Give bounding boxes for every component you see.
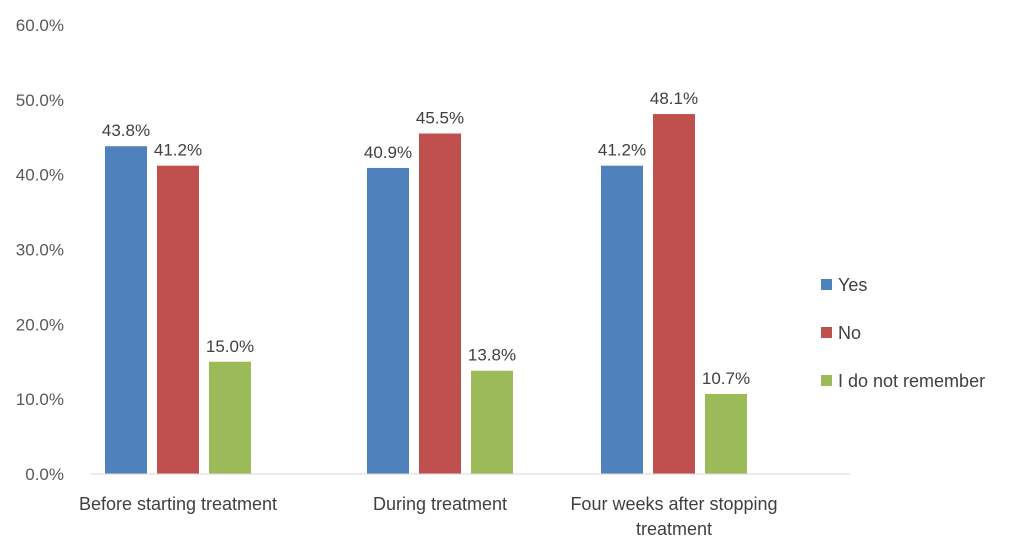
x-tick-label: treatment — [636, 519, 712, 539]
y-axis: 0.0% 10.0% 20.0% 30.0% 40.0% 50.0% 60.0% — [16, 16, 64, 484]
y-tick-label: 50.0% — [16, 91, 64, 110]
data-labels: 43.8% 40.9% 41.2% 41.2% 45.5% 48.1% 15.0% 13.8%… — [102, 89, 750, 388]
legend-swatch — [821, 279, 832, 290]
x-axis: Before starting treatment During treatmen… — [79, 494, 778, 539]
bar-yes — [105, 146, 147, 475]
y-tick-label: 0.0% — [25, 465, 64, 484]
y-tick-label: 30.0% — [16, 241, 64, 260]
legend: Yes No I do not remember — [821, 275, 985, 391]
legend-label: Yes — [838, 275, 867, 295]
data-label: 13.8% — [468, 346, 516, 365]
x-tick-label: During treatment — [373, 494, 507, 514]
data-label: 45.5% — [416, 109, 464, 128]
x-tick-label: Four weeks after stopping — [570, 494, 777, 514]
bars — [105, 114, 747, 475]
y-tick-label: 40.0% — [16, 166, 64, 185]
data-label: 40.9% — [364, 143, 412, 162]
data-label: 43.8% — [102, 121, 150, 140]
data-label: 15.0% — [206, 337, 254, 356]
y-tick-label: 60.0% — [16, 16, 64, 35]
legend-label: No — [838, 323, 861, 343]
bar-i-do-not-remember — [705, 393, 747, 474]
y-tick-label: 20.0% — [16, 315, 64, 334]
bar-yes — [601, 165, 643, 475]
bar-no — [419, 133, 461, 474]
bar-no — [653, 114, 695, 474]
bar-no — [157, 165, 199, 475]
bar-i-do-not-remember — [471, 370, 513, 474]
y-tick-label: 10.0% — [16, 390, 64, 409]
data-label: 10.7% — [702, 369, 750, 388]
data-label: 41.2% — [154, 141, 202, 160]
legend-swatch — [821, 375, 832, 386]
bar-yes — [367, 167, 409, 474]
data-label: 41.2% — [598, 141, 646, 160]
x-tick-label: Before starting treatment — [79, 494, 277, 514]
data-label: 48.1% — [650, 89, 698, 108]
legend-label: I do not remember — [838, 371, 985, 391]
bar-i-do-not-remember — [209, 361, 251, 474]
legend-swatch — [821, 327, 832, 338]
